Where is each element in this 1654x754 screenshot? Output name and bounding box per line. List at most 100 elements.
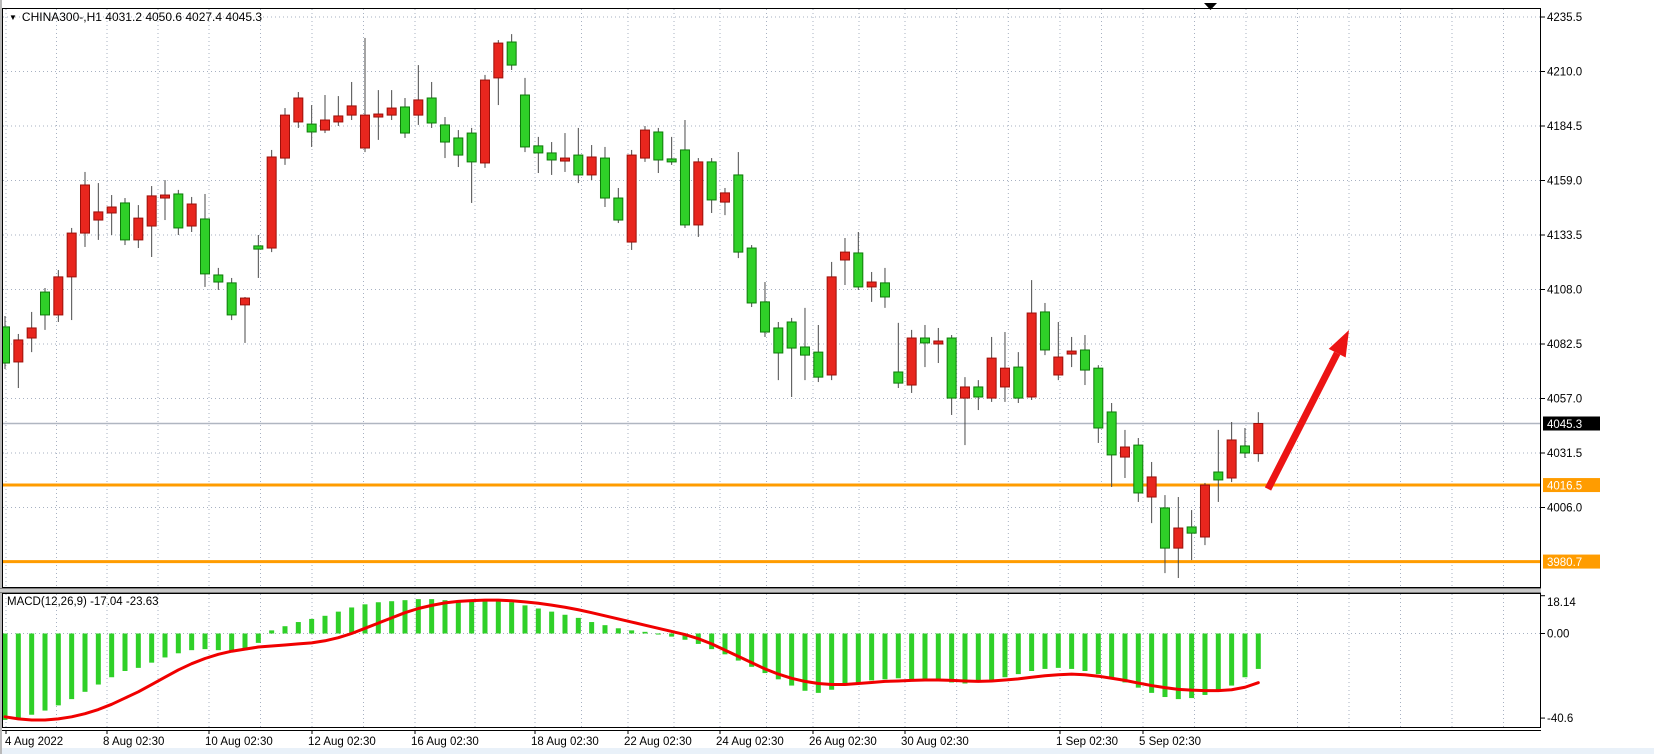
macd-histogram-bar (15, 633, 21, 718)
macd-histogram-bar (722, 633, 728, 655)
chart-autoscroll-marker-icon[interactable] (1204, 3, 1217, 10)
panel-splitter[interactable] (0, 588, 1541, 593)
candle (66, 232, 77, 278)
svg-text:3980.7: 3980.7 (1547, 557, 1582, 569)
macd-histogram-bar (855, 633, 861, 683)
candle (479, 79, 490, 164)
candle (506, 41, 517, 66)
time-axis-label: 18 Aug 02:30 (531, 736, 599, 748)
macd-histogram-bar (175, 633, 181, 654)
macd-histogram-bar (522, 605, 528, 634)
candle (146, 195, 157, 227)
macd-panel[interactable] (2, 593, 1541, 728)
candles-layer (3, 34, 1264, 579)
time-axis-label: 24 Aug 02:30 (716, 736, 784, 748)
macd-histogram-bar (189, 633, 195, 651)
macd-signal-line (3, 598, 1260, 722)
candle (906, 337, 917, 386)
macd-histogram-bar (42, 633, 48, 711)
macd-histogram-bar (1015, 633, 1021, 675)
macd-histogram-bar (1122, 633, 1128, 683)
candle (279, 114, 290, 159)
macd-histogram-bar (29, 633, 35, 715)
time-axis[interactable]: 4 Aug 2022 8 Aug 02:30 10 Aug 02:30 12 Aug … (2, 730, 1541, 748)
candle (1146, 476, 1157, 498)
macd-histogram-bar (1082, 633, 1088, 671)
svg-text:4045.3: 4045.3 (1547, 419, 1582, 431)
chart-title: ▼ CHINA300-,H1 4031.2 4050.6 4027.4 4045.… (9, 10, 262, 24)
candle (386, 107, 397, 116)
candle (1119, 446, 1130, 458)
macd-histogram-bar (1149, 633, 1155, 693)
candle (1026, 312, 1037, 398)
price-axis[interactable]: 4235.5 4210.0 4184.5 4159.0 4133.5 4108.0 4082… (1541, 12, 1582, 514)
candle (746, 247, 757, 304)
candle (159, 194, 170, 199)
candle (359, 114, 370, 149)
candle (306, 123, 317, 133)
candle (1239, 445, 1250, 454)
macd-axis[interactable]: 18.14 0.00 -40.6 (1541, 595, 1576, 725)
candle (439, 124, 450, 143)
price-axis-label: 4210.0 (1547, 66, 1582, 78)
macd-histogram-bar (335, 611, 341, 634)
macd-histogram-bar (802, 633, 808, 691)
macd-axis-label: -40.6 (1547, 713, 1573, 725)
candle (199, 218, 210, 275)
macd-histogram-bar (309, 618, 315, 634)
macd-histogram-bar (215, 633, 221, 651)
candle (666, 158, 677, 163)
macd-histogram-bar (122, 633, 128, 671)
symbol-dropdown-icon[interactable]: ▼ (9, 13, 17, 22)
macd-histogram-bar (149, 633, 155, 663)
macd-histogram-bar (589, 622, 595, 634)
macd-histogram-bar (762, 633, 768, 674)
candle (853, 252, 864, 288)
macd-histogram-bar (95, 633, 101, 685)
price-axis-label: 4031.5 (1547, 448, 1582, 460)
candle (1053, 356, 1064, 376)
candle (119, 202, 130, 241)
candle (599, 157, 610, 199)
macd-histogram-bar (989, 633, 995, 681)
candle (679, 149, 690, 226)
macd-histogram-bar (482, 600, 488, 634)
candle (786, 321, 797, 349)
annotation-arrow[interactable] (1264, 330, 1349, 491)
candle (866, 281, 877, 288)
time-axis-label: 5 Sep 02:30 (1139, 736, 1201, 748)
main-chart-panel[interactable] (2, 8, 1541, 588)
vertical-gridlines (5, 9, 1504, 727)
macd-histogram-bar (949, 633, 955, 683)
macd-histogram-bar (975, 633, 981, 683)
macd-histogram-bar (322, 615, 328, 634)
candle (1039, 311, 1050, 351)
candle (213, 274, 224, 283)
candle (346, 105, 357, 116)
candle (919, 337, 930, 344)
candle (319, 119, 330, 131)
candle (719, 192, 730, 203)
candle (93, 211, 104, 221)
candle (3, 326, 10, 364)
macd-indicator-label: MACD(12,26,9) -17.04 -23.63 (7, 596, 159, 608)
candle (1133, 444, 1144, 494)
level-price-badge-1: 4016.5 (1543, 478, 1600, 493)
candle (759, 301, 770, 333)
macd-axis-label: 0.00 (1547, 629, 1569, 641)
macd-histogram-bar (1109, 633, 1115, 679)
macd-histogram-bar (602, 625, 608, 634)
macd-histogram-bar (1189, 633, 1195, 699)
macd-histogram-bar (202, 633, 208, 650)
time-axis-label: 12 Aug 02:30 (308, 736, 376, 748)
svg-text:4016.5: 4016.5 (1547, 481, 1582, 493)
macd-histogram-bar (282, 626, 288, 634)
macd-histogram-bar (415, 599, 421, 634)
candle (559, 157, 570, 162)
macd-histogram-bar (882, 633, 888, 680)
price-axis-label: 4133.5 (1547, 230, 1582, 242)
macd-histogram-bar (962, 633, 968, 684)
candle (1199, 484, 1210, 538)
